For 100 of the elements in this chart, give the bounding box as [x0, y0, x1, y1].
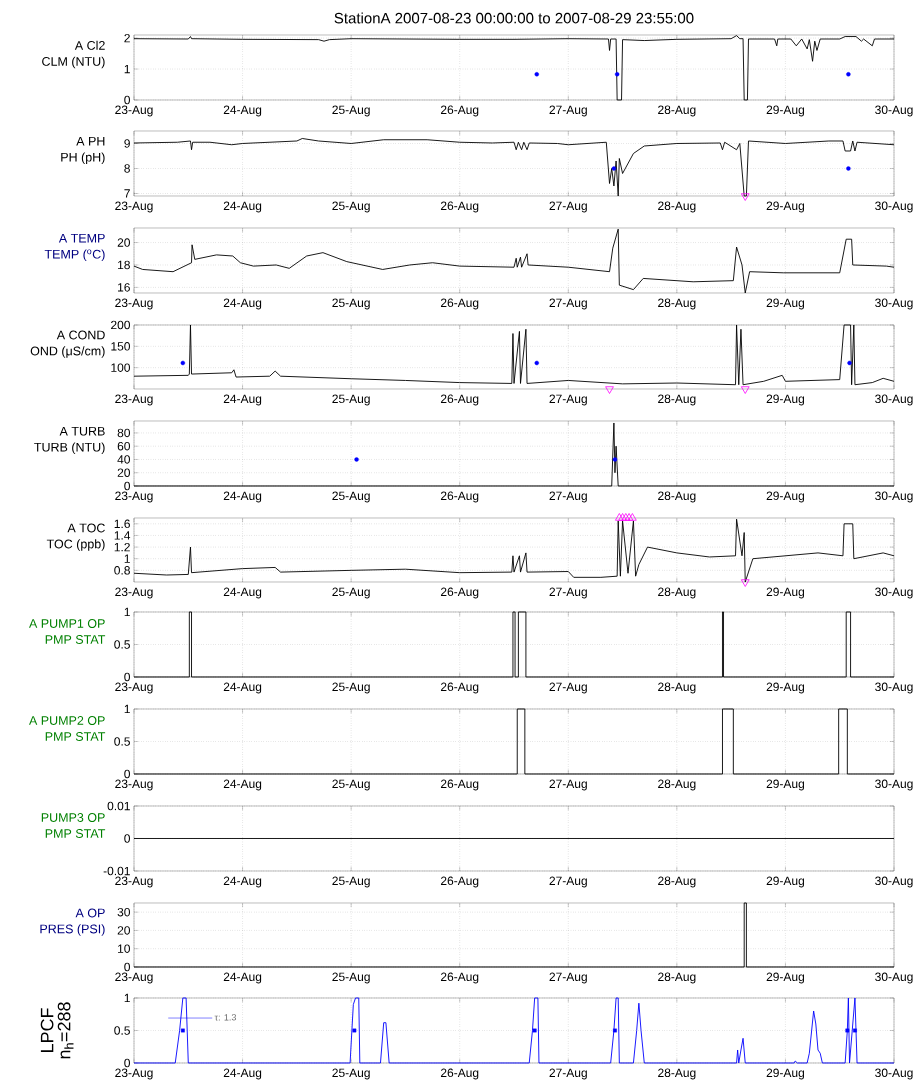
x-tick-label: 30-Aug [875, 491, 913, 503]
x-tick-label: 26-Aug [440, 105, 479, 117]
x-tick-label: 26-Aug [440, 587, 479, 599]
x-tick-label: 29-Aug [766, 1068, 804, 1080]
y-tick-label: 200 [111, 320, 130, 330]
x-tick-label: 26-Aug [440, 779, 479, 791]
x-tick-label: 28-Aug [658, 972, 696, 984]
x-tick-label: 25-Aug [332, 105, 370, 117]
x-tick-label: 28-Aug [658, 682, 696, 694]
y-tick-label: 80 [117, 428, 130, 438]
y-tick-label: 1.2 [114, 542, 130, 552]
y-tick-label: 0 [124, 962, 130, 972]
x-tick-label: 27-Aug [549, 201, 587, 213]
x-tick-label: 27-Aug [549, 1068, 587, 1080]
x-tick-label: 30-Aug [875, 876, 913, 888]
y-axis-title: A PUMP1 OP PMP STAT [29, 619, 106, 644]
x-tick-label: 29-Aug [766, 394, 804, 406]
x-tick-label: 29-Aug [766, 105, 804, 117]
x-tick-label: 23-Aug [115, 779, 153, 791]
y-tick-label: 9 [124, 139, 130, 148]
y-axis-title: A COND OND (μS/cm) [30, 330, 105, 358]
x-tick-label: 25-Aug [332, 779, 370, 791]
x-tick-label: 24-Aug [223, 779, 262, 791]
x-tick-label: 30-Aug [875, 201, 913, 213]
x-tick-label: 23-Aug [115, 201, 153, 213]
x-tick-label: 27-Aug [549, 105, 587, 117]
y-tick-label: 20 [117, 238, 130, 247]
x-tick-label: 24-Aug [223, 1068, 262, 1080]
y-tick-label: 7 [124, 189, 130, 198]
x-tick-label: 23-Aug [115, 1068, 153, 1080]
y-tick-label: 8 [124, 164, 130, 173]
x-tick-label: 23-Aug [115, 587, 153, 599]
y-tick-label: 0.01 [107, 801, 130, 811]
x-tick-label: 23-Aug [115, 972, 153, 984]
y-tick-label: 2 [124, 33, 130, 43]
x-tick-label: 27-Aug [549, 491, 587, 503]
x-tick-label: 30-Aug [875, 682, 913, 694]
x-tick-label: 26-Aug [440, 972, 479, 984]
x-tick-label: 30-Aug [875, 1068, 913, 1080]
x-tick-label: 27-Aug [549, 972, 587, 984]
x-tick-label: 29-Aug [766, 298, 804, 310]
y-tick-label: 1.6 [114, 519, 130, 529]
x-tick-label: 28-Aug [658, 491, 696, 503]
x-tick-label: 30-Aug [875, 105, 913, 117]
x-tick-label: 26-Aug [440, 682, 479, 694]
x-tick-label: 29-Aug [766, 587, 804, 599]
x-tick-label: 24-Aug [223, 587, 262, 599]
y-tick-label: 16 [118, 283, 130, 292]
x-tick-label: 27-Aug [549, 779, 587, 791]
x-tick-label: 24-Aug [223, 394, 262, 406]
y-tick-label: 0.5 [114, 1026, 130, 1035]
x-tick-label: 29-Aug [766, 682, 804, 694]
y-axis-title: PUMP3 OP PMP STAT [41, 813, 106, 838]
x-tick-label: 30-Aug [875, 298, 913, 310]
line-series [133, 138, 895, 197]
x-tick-label: 23-Aug [115, 105, 153, 117]
legend-label: τ: 1.3 [214, 1014, 236, 1021]
x-tick-label: 24-Aug [223, 298, 262, 310]
x-tick-label: 30-Aug [875, 394, 913, 406]
x-tick-label: 28-Aug [658, 105, 696, 117]
x-tick-label: 26-Aug [440, 491, 479, 503]
y-tick-label: 10 [118, 944, 130, 953]
x-tick-label: 26-Aug [440, 1068, 479, 1080]
y-axis-title: A PUMP2 OP PMP STAT [29, 716, 106, 741]
x-tick-label: 24-Aug [223, 105, 262, 117]
x-tick-label: 30-Aug [875, 972, 913, 984]
x-tick-label: 29-Aug [766, 779, 804, 791]
x-tick-label: 26-Aug [440, 298, 479, 310]
x-tick-label: 27-Aug [549, 394, 587, 406]
y-tick-label: 1 [124, 993, 130, 1003]
x-tick-label: 23-Aug [115, 682, 153, 694]
x-tick-label: 25-Aug [332, 972, 370, 984]
x-tick-label: 25-Aug [332, 682, 370, 694]
y-axis-title: A OP PRES (PSI) [40, 908, 105, 936]
x-tick-label: 25-Aug [332, 491, 370, 503]
line-series [133, 228, 895, 294]
y-tick-label: 1.4 [114, 531, 131, 540]
y-axis-title: LPCF n$_{h}$=288 [40, 1002, 74, 1059]
y-tick-label: 1 [124, 64, 130, 74]
y-tick-label: 0 [124, 1058, 130, 1068]
y-tick-label: 0.8 [114, 566, 130, 575]
y-tick-label: 40 [117, 455, 130, 464]
y-tick-label: 0.5 [114, 737, 130, 746]
y-tick-label: 150 [111, 342, 130, 351]
x-tick-label: 29-Aug [766, 876, 804, 888]
x-tick-label: 28-Aug [658, 876, 696, 888]
x-tick-label: 29-Aug [766, 491, 804, 503]
x-tick-label: 25-Aug [332, 876, 370, 888]
x-tick-label: 27-Aug [549, 876, 587, 888]
y-tick-label: 1 [124, 554, 130, 563]
y-tick-label: 1 [124, 607, 130, 617]
y-tick-label: 0.5 [114, 640, 130, 649]
x-tick-label: 24-Aug [223, 972, 262, 984]
x-tick-label: 30-Aug [875, 587, 913, 599]
x-tick-label: 24-Aug [223, 201, 262, 213]
x-tick-label: 28-Aug [658, 1068, 696, 1080]
x-tick-label: 28-Aug [658, 587, 696, 599]
y-tick-label: 0 [124, 769, 130, 779]
y-axis-title: A Cl2 CLM (NTU) [42, 40, 105, 69]
y-tick-label: 0 [124, 672, 130, 682]
